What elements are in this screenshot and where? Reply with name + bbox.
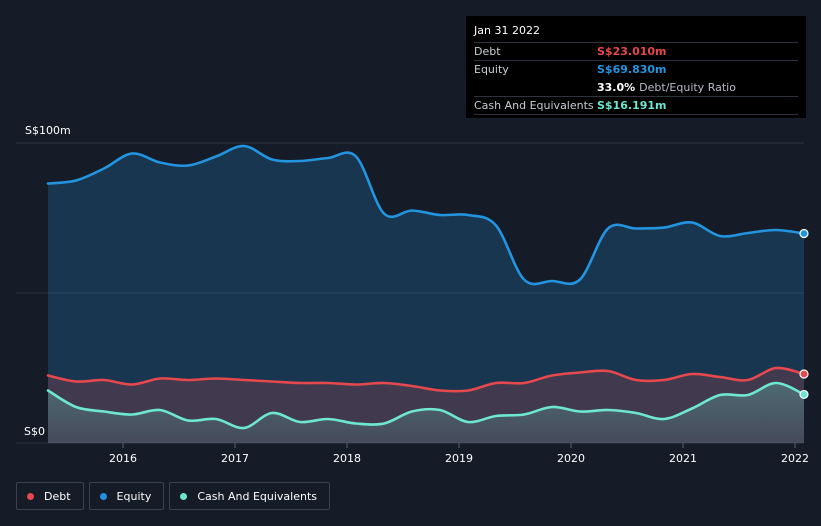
tooltip-row-ratio: 33.0% Debt/Equity Ratio	[474, 78, 798, 96]
y-tick-label-bottom: S$0	[24, 425, 45, 438]
tooltip-ratio-label: Debt/Equity Ratio	[639, 81, 736, 94]
tooltip-equity-label: Equity	[474, 63, 509, 76]
x-tick-label-2017: 2017	[221, 452, 249, 465]
cash-line	[46, 381, 806, 430]
chart-legend: Debt Equity Cash And Equivalents	[16, 482, 335, 510]
legend-debt-dot-icon	[27, 492, 34, 500]
equity-end-marker	[799, 228, 809, 239]
debt-line	[46, 366, 806, 393]
legend-item-cash[interactable]: Cash And Equivalents	[169, 482, 330, 510]
tooltip-debt-label: Debt	[474, 45, 501, 58]
tooltip-row-debt: Debt S$23.010m	[474, 42, 798, 60]
y-tick-label-top: S$100m	[25, 124, 71, 137]
legend-item-debt[interactable]: Debt	[16, 482, 84, 510]
tooltip-row-equity: Equity S$69.830m	[474, 60, 798, 78]
legend-equity-dot-icon	[99, 492, 107, 500]
tooltip-equity-value: S$69.830m	[597, 63, 667, 76]
debt-equity-chart: S$100m S$0 2016 2017 2018 2019 2020 2021 2022	[16, 124, 809, 465]
tooltip-ratio-value: 33.0%	[597, 81, 636, 94]
legend-cash-dot-icon	[180, 492, 188, 500]
x-tick-label-2020: 2020	[557, 452, 585, 465]
equity-line	[46, 144, 806, 286]
legend-item-equity[interactable]: Equity	[88, 482, 165, 510]
tooltip-cash-value: S$16.191m	[597, 99, 667, 112]
legend-debt-label: Debt	[44, 489, 71, 503]
tooltip-cash-label: Cash And Equivalents	[474, 99, 594, 112]
x-tick-label-2022: 2022	[781, 452, 809, 465]
debt-end-marker	[799, 369, 809, 379]
legend-cash-label: Cash And Equivalents	[197, 489, 317, 503]
x-tick-label-2019: 2019	[445, 452, 473, 465]
cash-end-marker	[799, 389, 809, 400]
x-tick-label-2016: 2016	[109, 452, 137, 465]
tooltip-panel: Jan 31 2022 Debt S$23.010m Equity S$69.8…	[466, 16, 806, 118]
equity-area	[48, 145, 804, 443]
x-tick-label-2018: 2018	[333, 452, 361, 465]
legend-equity-label: Equity	[116, 489, 152, 503]
tooltip-row-cash: Cash And Equivalents S$16.191m	[474, 96, 798, 115]
tooltip-date: Jan 31 2022	[474, 24, 540, 37]
tooltip-debt-value: S$23.010m	[597, 45, 667, 58]
x-tick-label-2021: 2021	[669, 452, 697, 465]
